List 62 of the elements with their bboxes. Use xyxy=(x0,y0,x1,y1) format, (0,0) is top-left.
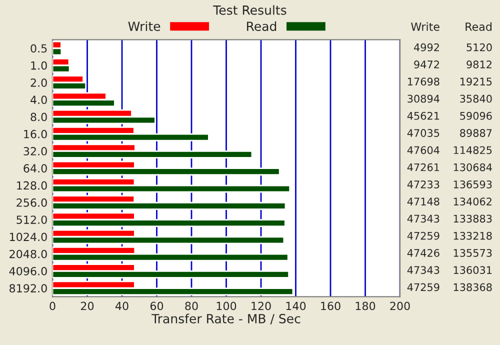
text: 59096 xyxy=(460,112,492,120)
y-tick-label: 256.0 xyxy=(16,198,47,207)
text: 133883 xyxy=(454,214,492,223)
x-axis-title: Transfer Rate - MB / Sec xyxy=(152,314,300,324)
x-tick-label: 60 xyxy=(150,302,164,310)
text: 5120 xyxy=(466,43,492,52)
text: Read xyxy=(466,22,492,31)
x-tick-label: 120 xyxy=(252,302,271,310)
text: 30894 xyxy=(408,94,440,103)
text: 47343 xyxy=(407,266,440,274)
y-tick-label: 8.0 xyxy=(30,112,47,122)
y-tick-label: 8192.0 xyxy=(10,284,47,293)
text: 130684 xyxy=(454,163,492,172)
x-tick-label: 0 xyxy=(50,302,56,310)
chart-title: Test Results xyxy=(213,5,286,15)
y-tick-label: 4096.0 xyxy=(9,266,47,276)
text: 47148 xyxy=(407,198,440,206)
x-tick-label: 80 xyxy=(185,302,198,310)
y-tick-label: 2048.0 xyxy=(10,250,47,258)
text: 89887 xyxy=(460,129,492,137)
text: 45621 xyxy=(407,112,440,120)
x-tick-label: 140 xyxy=(286,302,306,310)
text: 9472 xyxy=(414,60,439,68)
x-tick-label: 160 xyxy=(321,302,340,310)
y-tick-label: 1.0 xyxy=(31,61,47,70)
text: 136031 xyxy=(454,266,492,274)
text: 47604 xyxy=(407,146,440,154)
text: 138368 xyxy=(454,283,492,292)
x-tick-label: 40 xyxy=(115,302,128,310)
text: 47426 xyxy=(407,249,440,257)
x-tick-label: 20 xyxy=(80,302,94,310)
y-tick-label: 16.0 xyxy=(24,130,47,138)
x-tick-label: 200 xyxy=(390,302,410,310)
text: 9812 xyxy=(466,60,492,68)
text: 133218 xyxy=(454,232,492,240)
y-tick-label: 4.0 xyxy=(30,96,47,104)
x-tick-label: 180 xyxy=(356,302,376,310)
text: 47261 xyxy=(407,163,440,172)
text: 4992 xyxy=(414,43,439,52)
text: 19215 xyxy=(460,78,492,86)
text: 135573 xyxy=(454,249,492,257)
legend-label: Read xyxy=(247,21,276,32)
text: 47035 xyxy=(407,129,440,137)
text: 17698 xyxy=(408,78,440,86)
y-tick-label: 512.0 xyxy=(16,216,47,224)
text: 47233 xyxy=(407,180,440,188)
text: 47259 xyxy=(407,232,440,240)
y-tick-label: 32.0 xyxy=(24,147,47,156)
text: 47343 xyxy=(407,214,440,223)
y-tick-label: 1024.0 xyxy=(10,232,47,242)
text: 136593 xyxy=(454,180,492,188)
x-tick-label: 100 xyxy=(216,302,236,310)
y-tick-label: 64.0 xyxy=(24,164,47,173)
text: 114825 xyxy=(454,146,492,154)
legend-label: Write xyxy=(128,21,160,32)
y-tick-label: 2.0 xyxy=(30,78,47,87)
text: 134062 xyxy=(454,198,492,206)
y-tick-label: 0.5 xyxy=(30,44,47,53)
text: Write xyxy=(411,22,440,31)
y-tick-label: 128.0 xyxy=(17,181,47,190)
text: 35840 xyxy=(460,94,492,103)
text: 47259 xyxy=(407,283,440,292)
